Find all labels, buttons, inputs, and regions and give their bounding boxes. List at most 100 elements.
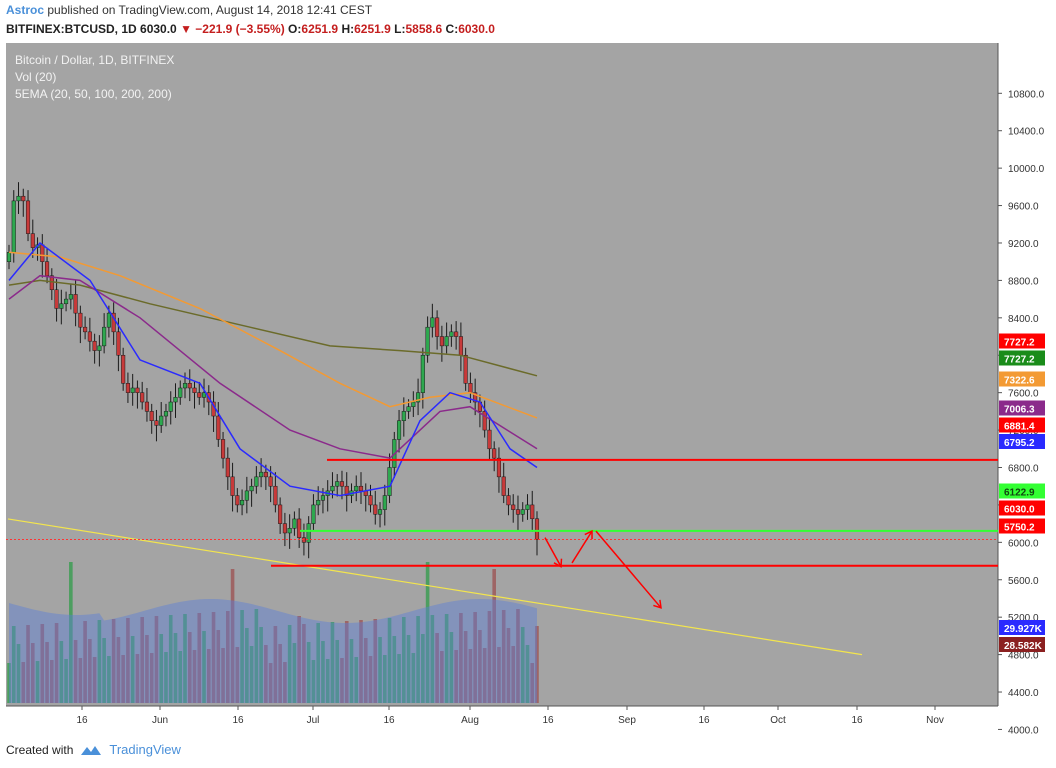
volume-bar [421,634,425,703]
last-price: 6030.0 [140,22,177,36]
volume-bar [402,617,406,703]
volume-bar [449,632,454,703]
candle-body [73,294,78,314]
volume-bar [159,634,164,703]
ema200-line [8,279,538,377]
x-tick-label: Nov [926,715,944,726]
candle-body [121,354,126,384]
price-label-box [999,483,1045,499]
candle-body [168,401,173,412]
candle-body [268,476,273,487]
volume-bar [254,609,259,703]
volume-bar [121,655,125,703]
candle-body [297,518,302,538]
candle-body [401,411,406,421]
volume-bar [264,645,268,703]
volume-bar [378,637,382,703]
y-tick-label: 4000.0 [1008,725,1039,736]
volume-bar [382,655,387,703]
volume-bar [30,643,35,703]
x-tick-label: 16 [698,715,710,726]
candle-body [311,504,316,524]
volume-bar [197,613,202,703]
volume-bar [440,651,444,703]
candle-body [292,518,297,529]
candle-body [154,420,159,426]
candle-body [439,336,444,347]
y-tick-label: 9600.0 [1008,202,1039,213]
candle-body [216,415,221,440]
ema50-line [8,274,538,459]
candle-body [358,485,364,492]
volume-bar [501,610,506,703]
volume-bar [468,649,473,703]
volume-bar [50,660,54,703]
volume-bar [444,614,449,703]
candle-body [135,387,140,393]
candle-body [454,331,459,337]
candle-body [492,448,497,459]
price-label-box [999,500,1045,516]
candle-body [140,392,145,403]
candle-body [201,392,207,398]
volume-bar [116,637,121,703]
y-tick-label: 9200.0 [1008,239,1039,250]
volume-bar [430,615,435,703]
candle-body [339,481,345,487]
price-label-text: 7006.3 [1004,405,1035,416]
volume-bar [88,639,92,703]
volume-bar [359,620,363,703]
price-label-text: 7322.6 [1004,376,1035,387]
price-chart-svg[interactable]: 10800.0 10400.0 10000.0 9600.0 9200.0 8800.0 8… [0,43,1056,738]
volume-bar [344,621,349,703]
volume-bar [392,636,397,703]
arrow-down-2 [595,530,662,609]
volume-bar [425,562,430,703]
volume-bar [183,614,187,703]
x-tick-label: Jul [307,715,320,726]
price-label-text: 6795.2 [1004,438,1035,449]
x-tick-label: Oct [770,715,786,726]
volume-bar [497,647,501,703]
volume-bar [178,651,183,703]
author-link[interactable]: Astroc [6,3,45,17]
volume-bar [535,626,539,703]
volume-bar [192,650,197,703]
candle-body [287,528,292,534]
ema-legend: 5EMA (20, 50, 100, 200, 200) [15,87,172,101]
candle-body [316,499,321,506]
volume-bar [54,623,59,703]
volume-bar [230,569,235,703]
tradingview-logo-icon [81,745,102,755]
y-tick-label: 8800.0 [1008,276,1039,287]
volume-bar [11,626,16,703]
x-tick-label: 16 [383,715,395,726]
time-axis-background [0,706,1056,738]
volume-bar [302,624,306,703]
volume-legend: Vol (20) [15,70,57,84]
candle-body [11,200,16,253]
volume-bar [278,644,282,703]
candle-body [182,383,188,389]
price-label-text: 28.582K [1004,641,1043,652]
candle-body [149,411,154,421]
volume-bar [73,640,78,703]
volume-bar [530,663,535,703]
volume-bar [35,661,40,703]
candle-body [225,457,230,478]
candle-body [496,457,501,478]
candle-body [506,495,511,506]
price-label-text: 7727.2 [1004,338,1035,349]
volume-bar [202,631,206,703]
candle-body [373,504,378,515]
tradingview-brand[interactable]: TradingView [109,742,181,757]
price-label-text: 5750.2 [1004,523,1035,534]
volume-bar [245,628,249,703]
chart-area[interactable]: 10800.0 10400.0 10000.0 9600.0 9200.0 8800.0 8… [0,43,1056,738]
candle-body [59,303,64,309]
price-label-text: 6030.0 [1004,505,1035,516]
volume-bars [7,562,539,703]
volume-bar [387,618,392,703]
candle-body [159,415,164,426]
candle-body [449,331,454,337]
